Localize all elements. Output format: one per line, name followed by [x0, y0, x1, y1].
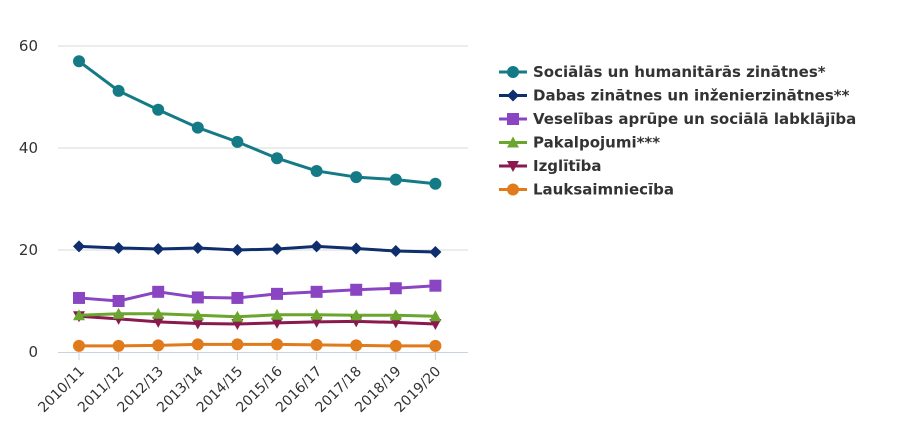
data-point — [191, 309, 204, 321]
series-2 — [73, 279, 442, 307]
data-point — [152, 103, 165, 116]
data-point — [350, 171, 363, 184]
data-point — [310, 338, 323, 351]
legend[interactable]: Sociālās un humanitārās zinātnes* Dabas z… — [499, 63, 856, 199]
data-point — [112, 241, 125, 254]
data-point — [310, 164, 323, 177]
series-line — [79, 342, 436, 348]
data-point — [429, 339, 442, 352]
legend-label: Sociālās un humanitārās zinātnes* — [533, 63, 826, 81]
legend-label: Veselības aprūpe un sociālā labklājība — [533, 110, 856, 128]
legend-item[interactable]: Lauksaimniecība — [499, 181, 674, 199]
data-point — [73, 240, 85, 253]
data-point — [350, 242, 363, 255]
data-point — [389, 282, 402, 295]
data-point — [231, 244, 244, 256]
data-point — [231, 291, 244, 304]
data-point — [429, 177, 442, 190]
data-point — [112, 295, 125, 307]
data-point — [152, 242, 165, 255]
data-point — [191, 338, 204, 351]
data-point — [152, 339, 165, 352]
data-point — [73, 291, 85, 304]
series-line — [78, 244, 436, 254]
data-point — [112, 307, 125, 319]
data-point — [191, 241, 204, 254]
y-axis-ticks: 0 20 40 60 — [19, 37, 38, 361]
data-point — [112, 84, 125, 97]
legend-marker — [507, 113, 519, 125]
legend-marker — [507, 136, 519, 148]
data-point — [271, 287, 283, 300]
y-tick-label: 0 — [28, 343, 38, 361]
data-point — [112, 339, 125, 352]
data-point — [271, 308, 283, 320]
data-point — [350, 339, 363, 352]
data-point — [310, 285, 323, 298]
data-point — [152, 285, 165, 298]
series-1 — [73, 240, 442, 259]
legend-label: Lauksaimniecība — [533, 181, 674, 199]
gridlines — [58, 45, 468, 251]
series-line — [78, 314, 436, 326]
data-point — [310, 308, 323, 320]
data-point — [389, 339, 402, 352]
data-point — [191, 318, 204, 330]
data-point — [271, 338, 283, 351]
data-point — [271, 152, 283, 165]
series-line — [78, 60, 436, 186]
legend-label: Pakalpojumi*** — [533, 134, 660, 152]
legend-marker — [507, 161, 519, 172]
data-point — [231, 310, 244, 322]
series-group — [73, 55, 442, 352]
data-point — [73, 339, 85, 352]
legend-item[interactable]: Pakalpojumi*** — [499, 134, 660, 152]
series-line — [78, 312, 436, 319]
data-point — [350, 309, 363, 321]
data-point — [429, 246, 442, 259]
legend-label: Izglītība — [533, 157, 602, 175]
y-tick-label: 40 — [19, 139, 38, 157]
legend-item[interactable]: Izglītība — [499, 157, 602, 175]
data-point — [271, 317, 283, 329]
data-point — [429, 318, 442, 330]
legend-item[interactable]: Veselības aprūpe un sociālā labklājība — [499, 110, 856, 128]
series-0 — [73, 55, 442, 190]
data-point — [191, 121, 204, 134]
data-point — [231, 338, 244, 351]
data-point — [429, 310, 442, 322]
legend-marker — [507, 183, 519, 196]
data-point — [271, 242, 283, 255]
legend-label: Dabas zinātnes un inženierzinātnes** — [533, 87, 850, 105]
data-point — [152, 307, 165, 319]
y-tick-label: 60 — [19, 37, 38, 55]
legend-item[interactable]: Dabas zinātnes un inženierzinātnes** — [499, 87, 850, 105]
data-point — [73, 309, 85, 321]
legend-marker — [507, 66, 519, 78]
x-axis: 2010/112011/122012/132013/142014/152015/… — [35, 352, 468, 416]
data-point — [191, 291, 204, 304]
data-point — [310, 240, 323, 253]
data-point — [389, 173, 402, 186]
series-line — [78, 284, 436, 303]
y-tick-label: 20 — [19, 241, 38, 259]
data-point — [389, 309, 402, 321]
data-point — [231, 135, 244, 148]
legend-marker — [507, 89, 519, 102]
data-point — [389, 245, 402, 258]
data-point — [152, 316, 165, 328]
series-5 — [73, 338, 442, 352]
legend-item[interactable]: Sociālās un humanitārās zinātnes* — [499, 63, 826, 81]
series-3 — [73, 307, 442, 322]
data-point — [429, 279, 442, 292]
data-point — [350, 283, 363, 296]
data-point — [73, 55, 85, 68]
